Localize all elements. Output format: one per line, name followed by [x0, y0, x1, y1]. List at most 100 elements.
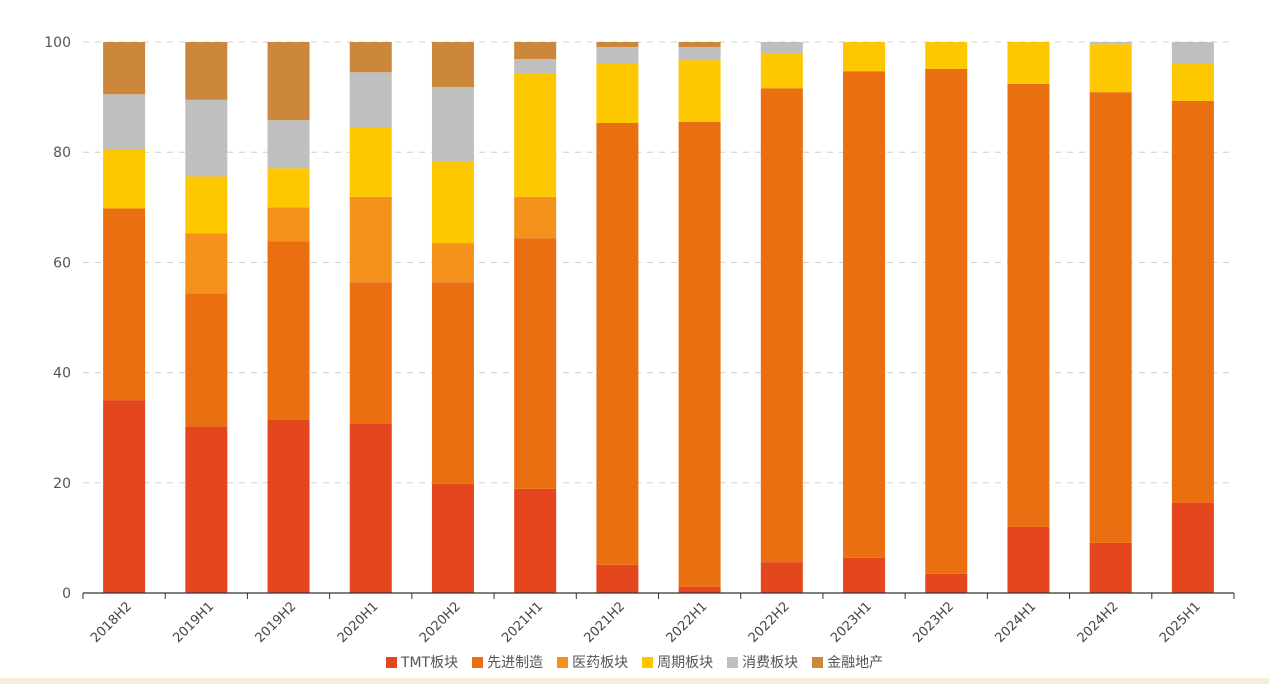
- x-tick-label: 2023H2: [910, 599, 957, 646]
- bars: [103, 42, 1214, 593]
- bar-segment: [267, 168, 310, 208]
- x-tick-label: 2019H1: [170, 599, 217, 646]
- bar-segment: [349, 42, 392, 73]
- legend-item[interactable]: TMT板块: [385, 652, 459, 672]
- bar-segment: [349, 72, 392, 128]
- y-tick-label: 100: [44, 35, 71, 51]
- legend-item[interactable]: 周期板块: [642, 652, 713, 672]
- y-tick-label: 0: [62, 586, 71, 602]
- x-tick-label: 2022H2: [746, 599, 793, 646]
- bar-segment: [514, 196, 557, 239]
- legend-item[interactable]: 消费板块: [727, 652, 798, 672]
- bar-segment: [843, 42, 886, 72]
- x-axis: 2018H2 2019H1 2019H2 2020H1 2020H2 2021H1 2021…: [82, 592, 1235, 646]
- bar-segment: [1171, 42, 1214, 65]
- x-tick-label: 2021H2: [581, 599, 628, 646]
- bar-segment: [843, 71, 886, 558]
- bar-segment: [843, 557, 886, 593]
- bar-segment: [678, 586, 721, 593]
- legend-label: 周期板块: [657, 655, 714, 671]
- legend-label: TMT板块: [400, 655, 459, 671]
- bar-segment: [103, 208, 146, 401]
- bar-segment: [349, 127, 392, 197]
- bar-segment: [1089, 92, 1132, 543]
- bar-segment: [596, 122, 639, 565]
- bar-segment: [349, 196, 392, 283]
- legend-swatch: [385, 656, 397, 668]
- bar-segment: [1171, 100, 1214, 503]
- bar-segment: [514, 59, 557, 74]
- bar-segment: [185, 293, 228, 427]
- bar-segment: [678, 42, 721, 47]
- x-tick-label: 2019H2: [253, 599, 300, 646]
- legend-swatch: [727, 656, 739, 668]
- x-tick-label: 2018H2: [88, 599, 135, 646]
- bar-segment: [349, 282, 392, 424]
- bar-segment: [760, 88, 803, 563]
- legend-swatch: [557, 656, 569, 668]
- bar-segment: [1171, 502, 1214, 593]
- legend-item[interactable]: 金融地产: [812, 652, 883, 672]
- bar-segment: [760, 562, 803, 593]
- legend-swatch: [812, 656, 824, 668]
- legend-swatch: [472, 656, 484, 668]
- bar-segment: [596, 46, 639, 63]
- y-tick-label: 20: [53, 476, 71, 492]
- bar-segment: [760, 53, 803, 89]
- bar-segment: [267, 419, 310, 593]
- bar-segment: [103, 42, 146, 95]
- x-tick-label: 2020H2: [417, 599, 464, 646]
- bar-segment: [1089, 44, 1132, 93]
- y-tick-label: 80: [53, 145, 71, 161]
- legend-item[interactable]: 医药板块: [557, 652, 628, 672]
- bar-segment: [925, 573, 968, 593]
- x-tick-label: 2023H1: [828, 599, 875, 646]
- x-tick-label: 2021H1: [499, 599, 546, 646]
- bottom-border: [0, 678, 1269, 684]
- bar-segment: [431, 87, 474, 162]
- bar-segment: [925, 42, 968, 69]
- bar-segment: [925, 68, 968, 574]
- bar-segment: [185, 42, 228, 100]
- bar-segment: [514, 73, 557, 197]
- x-tick-label: 2025H1: [1157, 599, 1204, 646]
- bar-segment: [431, 282, 474, 484]
- bar-segment: [596, 62, 639, 123]
- bar-segment: [514, 42, 557, 60]
- bar-segment: [431, 243, 474, 283]
- bar-segment: [267, 241, 310, 420]
- legend-label: 先进制造: [487, 655, 544, 671]
- x-tick-label: 2020H1: [335, 599, 382, 646]
- y-axis-ticks: 0 20 40 60 80 100: [44, 35, 71, 602]
- legend-swatch: [642, 656, 654, 668]
- legend-item[interactable]: 先进制造: [472, 652, 543, 672]
- legend: TMT板块 先进制造 医药板块 周期板块 消费板块 金融地产: [0, 652, 1269, 672]
- bar-segment: [514, 488, 557, 593]
- bar-segment: [185, 426, 228, 593]
- bar-segment: [431, 161, 474, 244]
- bar-segment: [596, 564, 639, 593]
- x-tick-label: 2024H1: [993, 599, 1040, 646]
- bar-segment: [103, 94, 146, 150]
- legend-label: 消费板块: [742, 655, 799, 671]
- y-tick-label: 60: [53, 255, 71, 271]
- y-tick-label: 40: [53, 366, 71, 382]
- bar-segment: [185, 99, 228, 177]
- bar-segment: [349, 423, 392, 593]
- bar-segment: [678, 60, 721, 122]
- bar-segment: [760, 42, 803, 54]
- bar-segment: [431, 42, 474, 88]
- bar-segment: [1007, 42, 1050, 84]
- bar-segment: [1089, 542, 1132, 593]
- bar-segment: [678, 46, 721, 61]
- bar-segment: [1171, 64, 1214, 101]
- bar-segment: [185, 233, 228, 294]
- x-tick-label: 2024H2: [1075, 599, 1122, 646]
- legend-label: 金融地产: [827, 655, 884, 671]
- x-tick-label: 2022H1: [664, 599, 711, 646]
- bar-segment: [678, 121, 721, 587]
- bar-segment: [185, 176, 228, 234]
- bar-segment: [1007, 83, 1050, 527]
- bar-segment: [1007, 526, 1050, 593]
